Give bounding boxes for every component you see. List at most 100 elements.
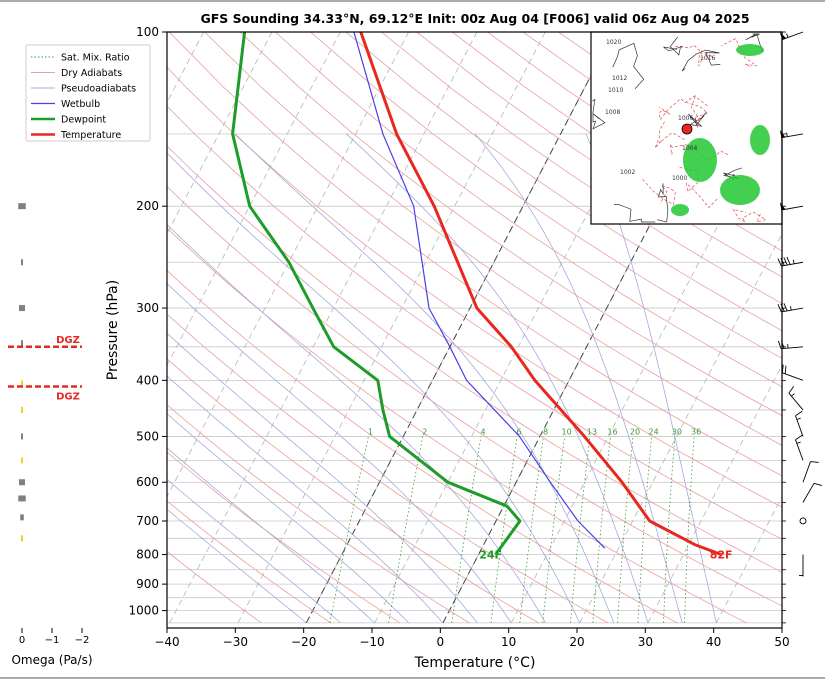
- dry-adiabat: [167, 185, 782, 607]
- omega-bar: [20, 514, 24, 521]
- barb-half-flag: [792, 259, 795, 264]
- barb-flag: [777, 258, 782, 267]
- pseudoadiabat: [167, 447, 375, 624]
- dgz-label: DGZ: [56, 335, 80, 346]
- omega-x-tick-label: 0: [19, 635, 25, 646]
- background-lines: [167, 32, 782, 624]
- barb-staff: [781, 307, 804, 313]
- barb-staff: [782, 372, 804, 381]
- inset-contour: [657, 183, 669, 223]
- x-tick-label: −20: [291, 635, 316, 649]
- inset-contour-label: 1006: [678, 115, 693, 122]
- surface-dewpoint-label: 24F: [479, 549, 502, 562]
- barb-flag: [783, 257, 788, 266]
- inset-contour-label: 1008: [605, 109, 620, 116]
- dry-adiabat: [168, 32, 782, 477]
- mixing-ratio-line: [519, 436, 544, 623]
- omega-bar: [21, 406, 23, 413]
- barb-staff: [781, 261, 804, 267]
- omega-bar: [19, 305, 25, 312]
- mixing-ratio-label: 20: [630, 427, 640, 436]
- mixing-ratio-label: 36: [691, 427, 701, 436]
- inset-contour: [592, 98, 606, 130]
- x-axis-label: Temperature (°C): [414, 655, 536, 671]
- dry-adiabat: [167, 227, 747, 624]
- barb-flag: [780, 303, 785, 312]
- mixing-ratio-label: 24: [649, 427, 659, 436]
- x-tick-label: −10: [359, 635, 384, 649]
- pseudoadiabat: [474, 133, 683, 624]
- dry-adiabat: [345, 32, 782, 332]
- dry-adiabat: [310, 32, 782, 359]
- mixing-ratio-label: 6: [517, 427, 522, 436]
- inset-precip-area: [736, 44, 764, 56]
- omega-bar: [19, 479, 25, 486]
- barb-half-flag: [791, 393, 795, 397]
- omega-bar: [21, 259, 23, 266]
- wind-barb: [795, 434, 804, 461]
- y-tick-label: 100: [136, 25, 159, 39]
- surface-temperature-label: 82F: [710, 549, 733, 562]
- inset-contour-label: 1012: [612, 75, 627, 82]
- wind-barbs-panel: [777, 31, 823, 577]
- isotherm-line: [167, 32, 341, 367]
- mixing-ratio-label: 2: [422, 427, 427, 436]
- barb-half-flag: [786, 33, 789, 38]
- barb-flag: [780, 257, 785, 266]
- omega-bar: [18, 203, 26, 210]
- wind-barb: [781, 364, 804, 381]
- mixing-ratio-label: 16: [607, 427, 617, 436]
- inset-precip-area: [683, 138, 717, 182]
- mixing-ratio-line: [570, 436, 591, 623]
- omega-axis-label: Omega (Pa/s): [11, 653, 92, 667]
- inset-contour: [614, 204, 656, 223]
- omega-bar: [21, 457, 23, 464]
- barb-staff: [788, 392, 804, 411]
- y-tick-label: 800: [136, 548, 159, 562]
- inset-contour: [678, 166, 718, 209]
- isotherm-line: [579, 232, 782, 624]
- pseudoadiabat: [167, 332, 478, 624]
- barb-flag: [795, 434, 803, 441]
- x-tick-label: −40: [154, 635, 179, 649]
- dewpoint-line: [231, 32, 522, 556]
- inset-contour-label: 1004: [682, 145, 697, 152]
- mixing-ratio-line: [592, 436, 611, 623]
- pseudoadiabat: [167, 152, 581, 624]
- barb-half-flag: [796, 417, 801, 420]
- omega-bar: [21, 535, 23, 542]
- inset-contour: [654, 121, 685, 149]
- inset-contour: [688, 111, 707, 127]
- barb-pennant: [779, 129, 786, 138]
- pseudoadiabat: [167, 375, 444, 624]
- legend-entry: Dewpoint: [61, 115, 106, 126]
- dry-adiabat: [167, 105, 782, 540]
- inset-contour: [642, 178, 676, 205]
- dry-adiabat: [167, 500, 331, 624]
- dry-adiabat: [275, 32, 782, 388]
- legend-entry: Wetbulb: [61, 99, 100, 110]
- mixing-ratio-label: 13: [587, 427, 597, 436]
- omega-bar: [21, 340, 23, 347]
- dry-adiabat: [167, 269, 678, 624]
- legend-entry: Temperature: [60, 130, 121, 141]
- dry-adiabat: [167, 550, 262, 624]
- legend-entry: Sat. Mix. Ratio: [61, 53, 130, 64]
- pseudoadiabat: [167, 508, 307, 624]
- inset-contour-label: 1002: [620, 169, 635, 176]
- pseudoadiabat: [346, 133, 649, 624]
- inset-contour-label: 1016: [700, 55, 715, 62]
- isotherm-line: [237, 32, 546, 624]
- x-tick-label: 0: [437, 635, 445, 649]
- isotherm-line: [647, 364, 782, 624]
- inset-contour: [612, 42, 645, 90]
- omega-panel: 0 −1 −2 Omega (Pa/s) DGZ DGZ: [8, 203, 93, 667]
- chart-title: GFS Sounding 34.33°N, 69.12°E Init: 00z …: [200, 11, 749, 26]
- dry-adiabat: [167, 66, 782, 508]
- dry-adiabat: [167, 145, 782, 573]
- wind-barb: [802, 461, 819, 483]
- mixing-ratio-label: 1: [368, 427, 373, 436]
- x-tick-label: 40: [706, 635, 721, 649]
- calm-circle: [799, 517, 807, 525]
- dry-adiabat: [239, 32, 782, 417]
